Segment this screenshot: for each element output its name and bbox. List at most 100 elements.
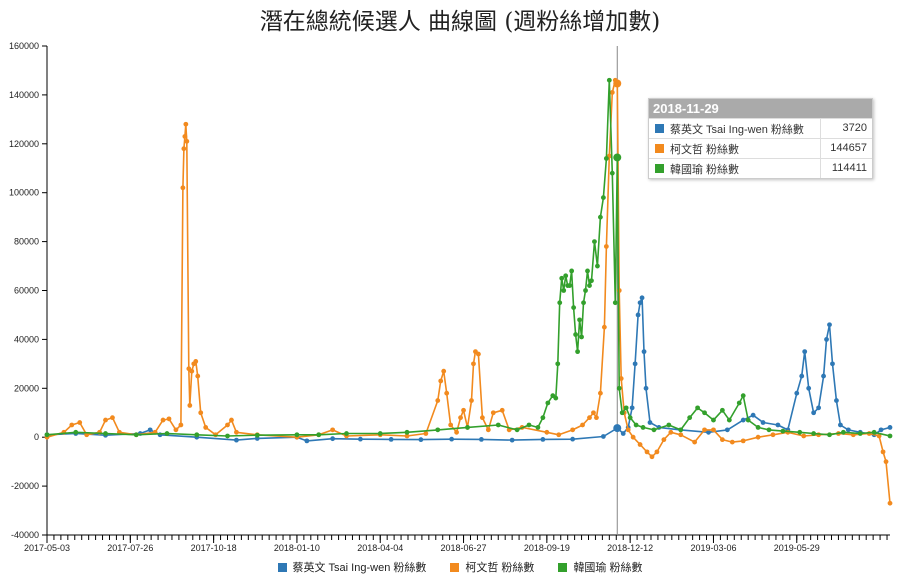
x-tick-label: 2018-06-27 [441, 543, 487, 553]
tooltip-row: 柯文哲 粉絲數 144657 [649, 138, 872, 158]
data-point [69, 422, 75, 428]
series-color-swatch [655, 144, 664, 153]
data-point [540, 437, 546, 442]
data-point [616, 288, 622, 293]
data-point [857, 431, 863, 436]
data-point [629, 405, 635, 411]
tooltip-row: 韓國瑜 粉絲數 114411 [649, 158, 872, 178]
data-point [44, 432, 50, 438]
data-point [830, 361, 835, 367]
data-point [580, 422, 585, 428]
data-point [203, 425, 209, 430]
data-point [755, 434, 761, 440]
data-point [601, 324, 607, 330]
data-point [344, 431, 349, 436]
legend-label: 蔡英文 Tsai Ing-wen 粉絲數 [292, 562, 427, 574]
data-point [770, 432, 776, 438]
data-point [750, 412, 756, 418]
data-point [225, 433, 230, 439]
data-point [591, 410, 596, 416]
data-point [435, 427, 441, 433]
data-point [575, 349, 580, 355]
data-point [404, 429, 410, 435]
data-point [490, 410, 496, 416]
series-color-swatch [655, 124, 664, 133]
x-tick-label: 2018-09-19 [524, 543, 570, 553]
y-tick-label: 20000 [14, 383, 39, 393]
data-point [561, 288, 567, 293]
data-point [711, 427, 716, 433]
data-point [461, 407, 466, 413]
data-point [641, 349, 647, 355]
data-point [887, 500, 893, 506]
data-point [811, 431, 817, 436]
data-point [883, 459, 889, 465]
data-point [166, 416, 172, 422]
legend-item-tsai[interactable]: 蔡英文 Tsai Ing-wen 粉絲數 [277, 559, 427, 575]
data-point [579, 334, 584, 340]
data-point [304, 438, 310, 444]
data-point [330, 436, 336, 442]
data-point [801, 433, 807, 439]
data-point [189, 368, 195, 374]
y-tick-label: 60000 [14, 286, 39, 296]
data-point [449, 436, 455, 442]
data-point [182, 134, 188, 139]
data-point [485, 427, 491, 433]
data-point [423, 431, 429, 436]
data-point [821, 373, 826, 379]
x-tick-label: 2019-03-06 [690, 543, 736, 553]
data-point [587, 283, 592, 289]
data-point [404, 433, 410, 439]
legend-item-han[interactable]: 韓國瑜 粉絲數 [558, 559, 643, 575]
y-tick-label: 0 [34, 432, 39, 442]
x-tick-label: 2018-12-12 [607, 543, 653, 553]
data-point [330, 427, 336, 433]
data-point [880, 449, 886, 455]
data-point [871, 429, 877, 435]
data-point [198, 410, 204, 416]
data-point [164, 431, 170, 436]
data-point [187, 403, 193, 408]
data-point [695, 405, 700, 411]
data-point [603, 156, 609, 161]
series-line-0 [46, 297, 891, 442]
x-tick-label: 2018-04-04 [357, 543, 403, 553]
data-point [535, 425, 541, 430]
data-point [444, 390, 450, 396]
data-point [465, 425, 470, 430]
data-point [133, 432, 139, 438]
y-tick-label: 100000 [9, 188, 39, 198]
data-point [661, 437, 667, 443]
legend-swatch [558, 562, 568, 572]
data-point [592, 239, 597, 245]
x-tick-label: 2019-05-29 [774, 543, 820, 553]
data-point [103, 431, 108, 436]
tooltip-series-name: 蔡英文 Tsai Ing-wen 粉絲數 [670, 123, 804, 136]
data-point [229, 417, 234, 423]
data-point [454, 429, 459, 435]
data-point [181, 146, 187, 152]
data-point [643, 385, 649, 391]
data-point [729, 439, 735, 445]
data-point [571, 305, 577, 311]
data-point [640, 425, 646, 430]
highlighted-data-point [613, 79, 622, 88]
data-point [573, 332, 579, 337]
tooltip-series-name: 韓國瑜 粉絲數 [670, 163, 740, 176]
data-point [555, 361, 561, 367]
data-point [570, 427, 576, 433]
data-point [448, 422, 454, 428]
data-point [435, 398, 441, 403]
legend-item-ko[interactable]: 柯文哲 粉絲數 [450, 559, 534, 575]
data-point [471, 361, 476, 367]
y-tick-label: 140000 [9, 90, 39, 100]
data-point [438, 378, 444, 384]
data-point [469, 398, 474, 403]
data-point [633, 422, 639, 428]
data-point [581, 300, 586, 306]
y-tick-label: 40000 [14, 334, 39, 344]
data-point [553, 395, 559, 401]
